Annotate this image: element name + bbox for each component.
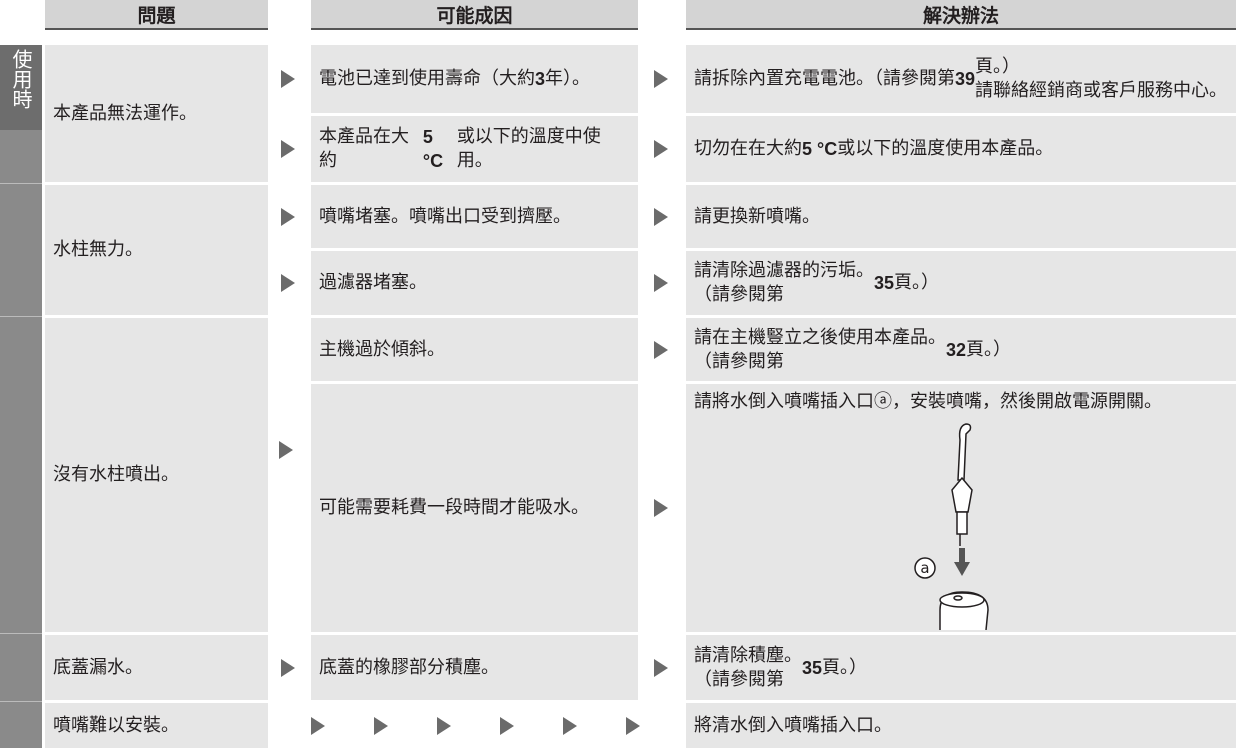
arrow <box>654 499 668 517</box>
solution-cell: 將清水倒入噴嘴插入口。 <box>686 703 1236 748</box>
arrow <box>281 140 295 158</box>
solution-cell: 請在主機豎立之後使用本產品。 （請參閱第 32 頁。） <box>686 318 1236 381</box>
arrow <box>279 441 293 459</box>
cause-cell: 本產品在大約 5 °C 或以下的溫度中使用。 <box>311 116 638 182</box>
side-separator <box>0 701 42 702</box>
solution-cell: 請清除過濾器的污垢。 （請參閱第 35 頁。） <box>686 251 1236 315</box>
illustration-label: a <box>920 559 929 577</box>
arrow <box>311 716 325 735</box>
side-label: 使用時 <box>0 45 42 130</box>
header-cause: 可能成因 <box>311 0 638 30</box>
side-separator <box>0 183 42 184</box>
solution-cell: 切勿在在大約 5 °C 或以下的溫度使用本產品。 <box>686 116 1236 182</box>
arrow <box>374 716 388 735</box>
cause-cell: 可能需要耗費一段時間才能吸水。 <box>311 384 638 632</box>
side-separator <box>0 316 42 317</box>
arrow <box>626 716 640 735</box>
header-solution: 解決辦法 <box>686 0 1236 30</box>
side-bar <box>0 45 42 748</box>
problem-cell: 本產品無法運作。 <box>45 45 268 182</box>
arrow <box>654 340 668 359</box>
problem-cell: 底蓋漏水。 <box>45 635 268 700</box>
arrow <box>654 658 668 677</box>
arrow <box>281 70 295 88</box>
solution-cell: 請更換新噴嘴。 <box>686 185 1236 248</box>
arrow <box>281 274 295 292</box>
cause-cell: 底蓋的橡膠部分積塵。 <box>311 635 638 700</box>
cause-cell: 噴嘴堵塞。噴嘴出口受到擠壓。 <box>311 185 638 248</box>
header-problem: 問題 <box>45 0 268 30</box>
problem-cell: 沒有水柱噴出。 <box>45 318 268 632</box>
arrow <box>437 716 451 735</box>
solution-cell: 請清除積塵。 （請參閱第 35 頁。） <box>686 635 1236 700</box>
arrow <box>563 716 577 735</box>
arrow <box>500 716 514 735</box>
arrow <box>654 140 668 158</box>
cause-cell: 電池已達到使用壽命（大約 3 年）。 <box>311 45 638 113</box>
problem-cell: 水柱無力。 <box>45 185 268 315</box>
illustration: a <box>914 423 989 630</box>
arrow <box>281 207 295 226</box>
arrow <box>654 70 668 88</box>
solution-cell: 請拆除內置充電電池。（請參閱第 39 頁。） 請聯絡經銷商或客戶服務中心。 <box>686 45 1236 113</box>
side-separator <box>0 633 42 634</box>
cause-cell: 過濾器堵塞。 <box>311 251 638 315</box>
arrow <box>654 274 668 292</box>
arrow <box>654 207 668 226</box>
problem-cell: 噴嘴難以安裝。 <box>45 703 268 748</box>
cause-cell: 主機過於傾斜。 <box>311 318 638 381</box>
arrow <box>281 658 295 677</box>
